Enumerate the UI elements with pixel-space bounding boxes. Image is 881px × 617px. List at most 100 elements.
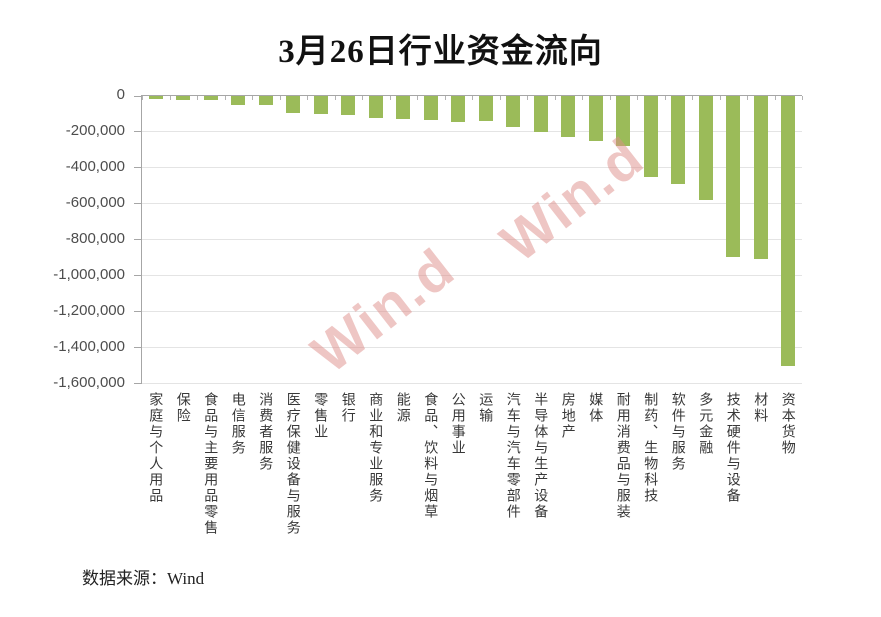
y-tick-label: -1,600,000 [53,374,125,391]
category-axis-tick [170,96,171,100]
x-category-label: 银行 [334,392,362,567]
gridline [142,275,802,276]
category-axis-tick [335,96,336,100]
gridline [142,167,802,168]
x-category-label: 保险 [169,392,197,567]
gridline [142,311,802,312]
y-tick-label: -800,000 [65,230,125,247]
bar [203,96,218,100]
category-axis-tick [142,96,143,100]
bar [533,96,548,132]
x-category-label: 电信服务 [224,392,252,567]
x-category-label-text: 半导体与生产设备 [532,392,548,520]
y-axis-tick [134,167,141,168]
category-axis-tick [445,96,446,100]
x-category-label: 耐用消费品与服装 [609,392,637,567]
x-category-label-text: 银行 [339,392,355,424]
x-category-label: 技术硬件与设备 [719,392,747,567]
bar [368,96,383,118]
category-axis-tick [307,96,308,100]
x-category-label: 软件与服务 [664,392,692,567]
y-axis-tick [134,383,141,384]
category-axis-tick [775,96,776,100]
x-category-label-text: 软件与服务 [669,392,685,472]
x-category-label-text: 运输 [477,392,493,424]
x-category-label: 食品、饮料与烟草 [416,392,444,567]
bar [396,96,411,120]
x-category-label-text: 多元金融 [697,392,713,456]
bar [451,96,466,122]
x-category-label-text: 公用事业 [449,392,465,456]
x-category-label: 零售业 [306,392,334,567]
x-category-label-text: 消费者服务 [257,392,273,472]
category-axis-tick [582,96,583,100]
y-axis-tick [134,311,141,312]
bar [478,96,493,122]
x-category-label: 医疗保健设备与服务 [279,392,307,567]
category-axis-tick [692,96,693,100]
x-category-label-text: 房地产 [559,392,575,440]
bar [176,96,191,100]
category-axis-tick [747,96,748,100]
x-category-label-text: 能源 [394,392,410,424]
gridline [142,347,802,348]
x-category-label-text: 资本货物 [779,392,795,456]
x-category-label-text: 技术硬件与设备 [724,392,740,504]
category-axis-tick [802,96,803,100]
x-category-label-text: 汽车与汽车零部件 [504,392,520,520]
x-category-label-text: 家庭与个人用品 [147,392,163,504]
category-axis-tick [472,96,473,100]
x-category-label: 半导体与生产设备 [526,392,554,567]
y-tick-label: -200,000 [65,122,125,139]
y-axis-tick [134,131,141,132]
x-category-label: 商业和专业服务 [361,392,389,567]
x-category-label: 汽车与汽车零部件 [499,392,527,567]
bar [148,96,163,99]
x-category-label: 资本货物 [774,392,802,567]
bar [341,96,356,116]
category-axis-tick [225,96,226,100]
y-axis-tick [134,347,141,348]
category-axis-tick [417,96,418,100]
category-axis-tick [197,96,198,100]
x-category-label: 运输 [471,392,499,567]
category-axis-tick [720,96,721,100]
bar [231,96,246,106]
source-note: 数据来源：Wind [82,569,205,588]
bar [313,96,328,114]
x-category-label: 消费者服务 [251,392,279,567]
bar [616,96,631,146]
bar [753,96,768,259]
x-category-label-text: 媒体 [587,392,603,424]
bar [423,96,438,121]
category-axis-tick [555,96,556,100]
category-axis-tick [390,96,391,100]
x-category-label: 媒体 [581,392,609,567]
bar [781,96,796,366]
bar [561,96,576,138]
x-category-label: 能源 [389,392,417,567]
category-axis-tick [610,96,611,100]
y-tick-label: -1,400,000 [53,338,125,355]
category-axis-tick [527,96,528,100]
gridline [142,131,802,132]
x-category-label-text: 制药、生物科技 [642,392,658,504]
category-axis-tick [637,96,638,100]
x-category-label: 公用事业 [444,392,472,567]
gridline [142,203,802,204]
x-category-label-text: 食品与主要用品零售 [202,392,218,536]
bar [726,96,741,257]
category-axis-tick [665,96,666,100]
category-axis-tick [252,96,253,100]
y-tick-label: -1,200,000 [53,302,125,319]
x-axis-labels: 家庭与个人用品 保险 食品与主要用品零售 电信服务 消费者服务 医疗保健设备与服务 零售业银… [141,392,801,572]
bar [286,96,301,113]
x-category-label: 多元金融 [691,392,719,567]
bar [698,96,713,200]
x-category-label-text: 医疗保健设备与服务 [284,392,300,536]
x-category-label: 家庭与个人用品 [141,392,169,567]
x-category-label-text: 商业和专业服务 [367,392,383,504]
bar [671,96,686,184]
x-category-label: 房地产 [554,392,582,567]
